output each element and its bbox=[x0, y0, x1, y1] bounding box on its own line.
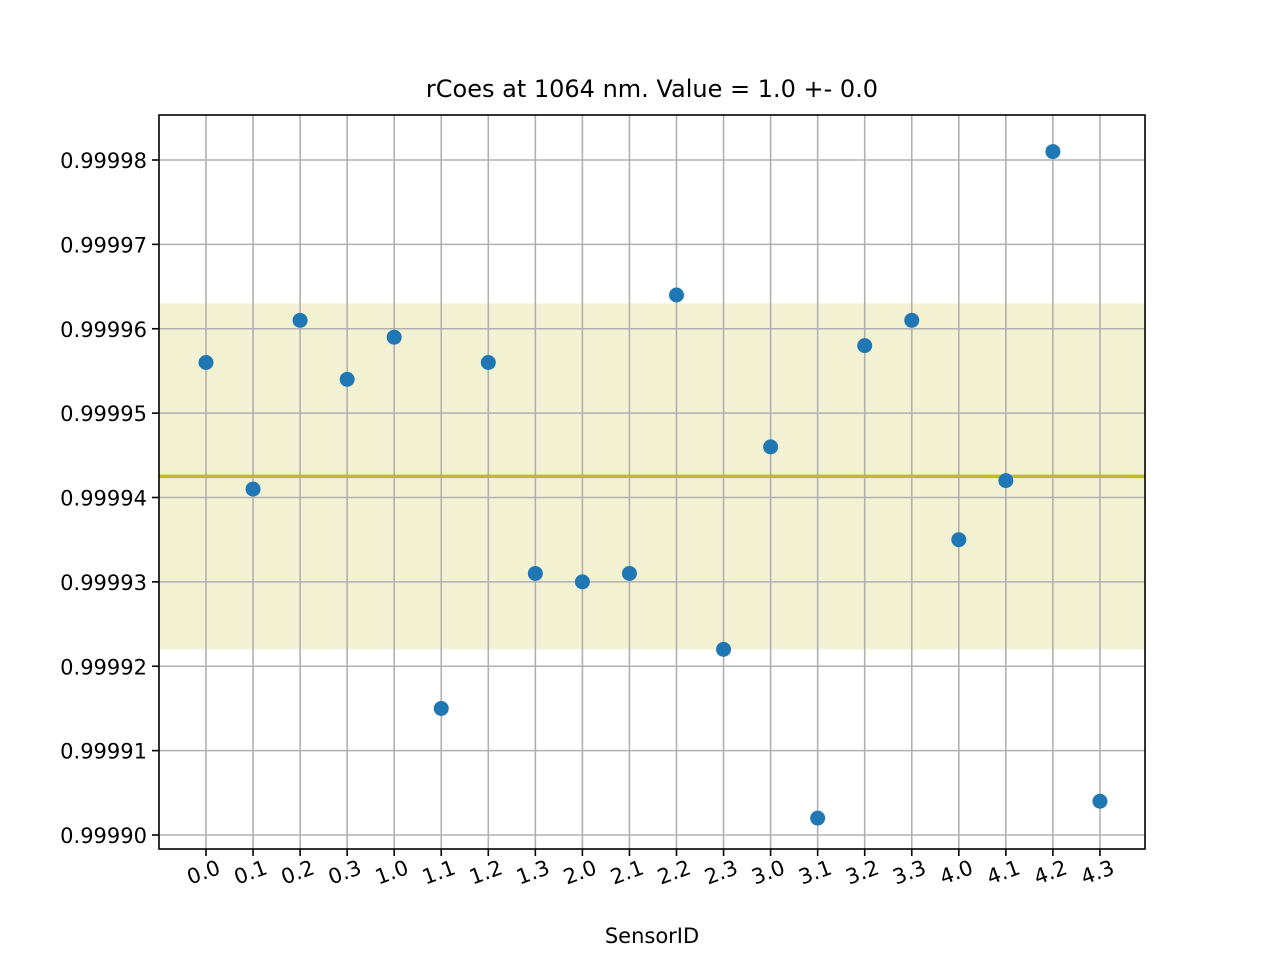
data-point bbox=[716, 641, 732, 657]
x-tick-label: 3.0 bbox=[748, 855, 788, 889]
y-tick-label: 0.99995 bbox=[60, 402, 147, 426]
x-tick-label: 2.1 bbox=[607, 855, 647, 889]
x-tick-label: 4.3 bbox=[1078, 855, 1118, 889]
data-point bbox=[480, 355, 496, 370]
x-tick-label: 4.2 bbox=[1031, 855, 1071, 889]
data-point bbox=[245, 481, 261, 497]
x-tick-label: 0.2 bbox=[278, 855, 318, 889]
y-tick-label: 0.99992 bbox=[60, 655, 147, 679]
data-point bbox=[574, 574, 590, 590]
data-point bbox=[810, 810, 826, 826]
x-tick-label: 2.2 bbox=[654, 855, 694, 889]
data-point bbox=[857, 338, 873, 354]
x-tick-label: 0.0 bbox=[184, 855, 224, 889]
data-point bbox=[198, 355, 214, 370]
x-tick-label: 1.2 bbox=[466, 855, 506, 889]
data-point bbox=[339, 371, 355, 387]
data-point bbox=[621, 565, 637, 581]
x-tick-label: 2.3 bbox=[701, 855, 741, 889]
chart-title: rCoes at 1064 nm. Value = 1.0 +- 0.0 bbox=[426, 75, 878, 103]
y-tick-label: 0.99994 bbox=[60, 487, 147, 511]
x-tick-label: 3.3 bbox=[890, 855, 930, 889]
data-point bbox=[904, 312, 920, 328]
data-point bbox=[998, 473, 1014, 489]
data-point bbox=[527, 565, 543, 581]
x-tick-label: 3.1 bbox=[795, 855, 835, 889]
x-axis-label: SensorID bbox=[605, 924, 699, 948]
y-tick-label: 0.99998 bbox=[60, 149, 147, 173]
x-tick-label: 1.1 bbox=[419, 855, 459, 889]
y-tick-label: 0.99996 bbox=[60, 318, 147, 342]
x-tick-label: 0.1 bbox=[231, 855, 271, 889]
x-tick-label: 4.0 bbox=[937, 855, 977, 889]
data-point bbox=[1092, 793, 1108, 809]
y-tick-label: 0.99990 bbox=[60, 824, 147, 848]
x-tick-label: 0.3 bbox=[325, 855, 365, 889]
plot-frame bbox=[158, 114, 1146, 850]
data-point bbox=[433, 700, 449, 716]
x-tick-label: 4.1 bbox=[984, 855, 1024, 889]
y-tick-label: 0.99997 bbox=[60, 233, 147, 257]
data-point bbox=[763, 439, 779, 455]
x-tick-label: 1.3 bbox=[513, 855, 553, 889]
data-point bbox=[1045, 144, 1061, 160]
x-tick-label: 3.2 bbox=[843, 855, 883, 889]
data-point bbox=[669, 287, 684, 303]
x-tick-label: 1.0 bbox=[372, 855, 412, 889]
y-tick-label: 0.99993 bbox=[60, 571, 147, 595]
data-point bbox=[951, 532, 967, 548]
y-tick-label: 0.99991 bbox=[60, 740, 147, 764]
data-point bbox=[292, 312, 308, 328]
x-tick-label: 2.0 bbox=[560, 855, 600, 889]
data-point bbox=[386, 329, 402, 345]
